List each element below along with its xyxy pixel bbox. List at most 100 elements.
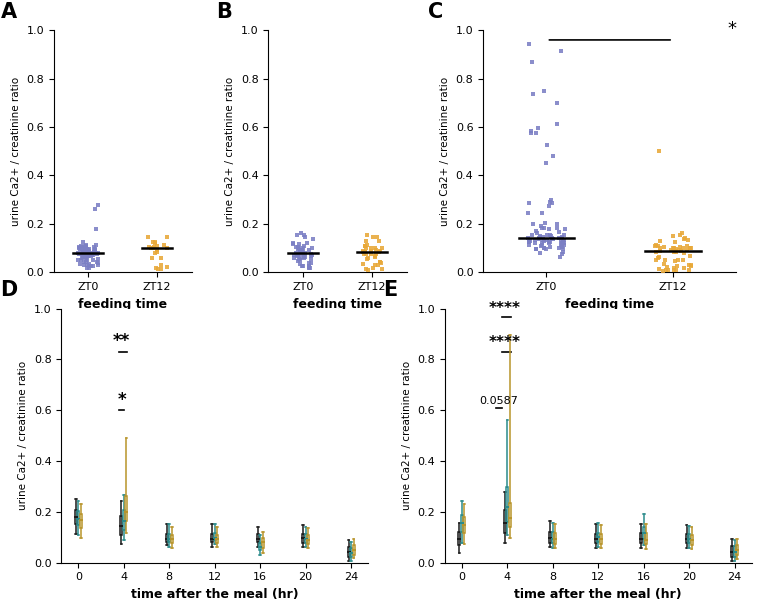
Bar bbox=[307, 535, 309, 544]
Point bbox=[287, 239, 299, 249]
Point bbox=[679, 233, 691, 243]
Point bbox=[523, 237, 535, 247]
Point bbox=[90, 248, 102, 258]
Point bbox=[538, 236, 550, 246]
Text: *: * bbox=[727, 19, 736, 38]
Bar bbox=[77, 511, 80, 525]
Bar bbox=[459, 532, 460, 545]
Point bbox=[374, 237, 386, 246]
Point bbox=[523, 240, 535, 250]
Point bbox=[558, 240, 571, 249]
Point bbox=[546, 198, 558, 208]
Bar bbox=[686, 534, 688, 543]
Point bbox=[669, 246, 681, 256]
Point bbox=[360, 230, 373, 240]
Point bbox=[658, 259, 670, 269]
Point bbox=[538, 243, 550, 252]
Bar bbox=[733, 546, 736, 557]
Point bbox=[529, 244, 542, 254]
Point bbox=[298, 230, 310, 240]
Point bbox=[301, 238, 313, 248]
Point bbox=[91, 254, 104, 264]
Point bbox=[305, 252, 318, 261]
Point bbox=[79, 245, 91, 255]
Point bbox=[79, 252, 91, 261]
Point bbox=[365, 246, 377, 256]
Point bbox=[288, 250, 300, 260]
Point bbox=[293, 243, 305, 253]
Point bbox=[674, 243, 686, 252]
Point bbox=[555, 243, 568, 252]
Point bbox=[362, 253, 374, 263]
Point bbox=[538, 87, 550, 96]
Point bbox=[532, 123, 544, 133]
Point bbox=[296, 247, 308, 257]
Point bbox=[75, 253, 87, 263]
Point bbox=[556, 233, 568, 243]
Point bbox=[557, 244, 569, 254]
Point bbox=[557, 247, 569, 257]
Point bbox=[668, 263, 680, 273]
Point bbox=[538, 218, 551, 228]
Point bbox=[81, 244, 93, 254]
Bar bbox=[736, 545, 738, 555]
Point bbox=[669, 256, 681, 266]
Point bbox=[360, 241, 372, 250]
Point bbox=[155, 264, 167, 273]
Point bbox=[360, 244, 372, 253]
Point bbox=[525, 57, 538, 67]
Point bbox=[82, 245, 94, 255]
Point bbox=[155, 253, 167, 263]
Point bbox=[92, 201, 104, 211]
Point bbox=[358, 241, 370, 251]
Point bbox=[84, 251, 97, 261]
Point bbox=[525, 126, 537, 136]
Point bbox=[544, 231, 556, 240]
Point bbox=[290, 243, 302, 252]
Point bbox=[529, 235, 542, 245]
Bar bbox=[690, 535, 693, 545]
Text: *: * bbox=[117, 391, 126, 409]
Point bbox=[660, 255, 672, 265]
Point bbox=[653, 243, 666, 252]
Bar bbox=[640, 534, 642, 543]
Point bbox=[143, 233, 155, 243]
Point bbox=[545, 233, 558, 243]
Point bbox=[667, 243, 679, 253]
Point bbox=[681, 241, 693, 251]
Point bbox=[531, 229, 543, 238]
Bar bbox=[350, 548, 352, 557]
Text: E: E bbox=[384, 280, 398, 300]
Point bbox=[374, 257, 387, 267]
Point bbox=[536, 208, 548, 218]
Point bbox=[677, 243, 690, 253]
Bar bbox=[461, 515, 463, 532]
Point bbox=[558, 231, 570, 240]
Point bbox=[91, 249, 104, 258]
Point bbox=[304, 258, 317, 268]
Y-axis label: urine Ca2+ / creatinine ratio: urine Ca2+ / creatinine ratio bbox=[440, 77, 450, 226]
Point bbox=[77, 247, 89, 257]
Point bbox=[88, 245, 100, 255]
Point bbox=[535, 241, 548, 250]
Point bbox=[360, 264, 373, 274]
Point bbox=[293, 254, 305, 264]
Bar bbox=[463, 517, 466, 534]
Bar bbox=[168, 534, 170, 542]
Bar bbox=[555, 534, 556, 543]
Point bbox=[545, 242, 557, 252]
Point bbox=[540, 158, 552, 168]
Point bbox=[556, 233, 568, 243]
Point bbox=[291, 244, 304, 253]
Point bbox=[373, 247, 385, 257]
Point bbox=[553, 234, 565, 243]
Point bbox=[374, 257, 387, 267]
Point bbox=[661, 262, 673, 272]
Point bbox=[81, 250, 93, 260]
Bar bbox=[347, 547, 350, 557]
Point bbox=[668, 264, 680, 274]
Point bbox=[528, 238, 541, 248]
Point bbox=[529, 128, 542, 138]
Point bbox=[292, 243, 304, 252]
Bar bbox=[645, 534, 647, 544]
